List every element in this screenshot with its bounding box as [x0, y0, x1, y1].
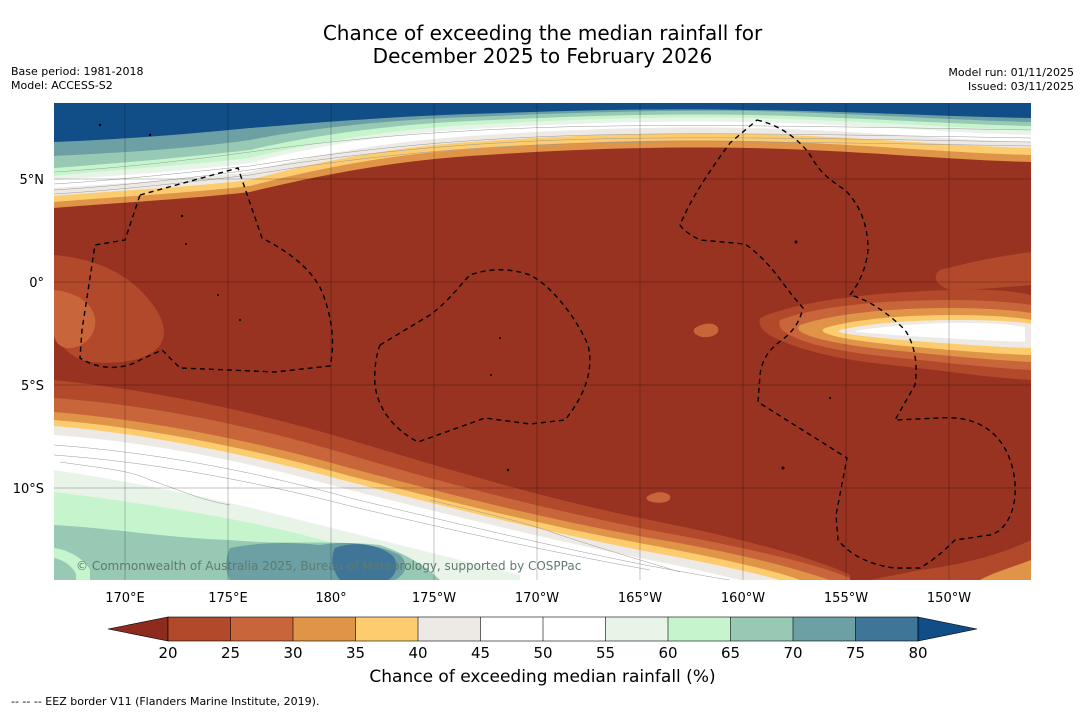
island-dot	[239, 319, 241, 321]
colorbar-tick: 80	[908, 644, 927, 662]
island-dot	[499, 337, 501, 339]
islands	[98, 123, 831, 472]
colorbar-tick: 70	[783, 644, 802, 662]
model-name: Model: ACCESS-S2	[11, 79, 113, 92]
colorbar-bin-70-75	[793, 617, 856, 641]
colorbar-bin-20-25	[168, 617, 231, 641]
colorbar-bin-60-65	[668, 617, 731, 641]
lat-label-0: 0°	[29, 276, 44, 291]
colorbar-bin-30-35	[293, 617, 356, 641]
colorbar-tick: 20	[158, 644, 177, 662]
colorbar-tick: 30	[283, 644, 302, 662]
lon-label-165w: 165°W	[618, 591, 662, 606]
lat-label-5n: 5°N	[20, 173, 45, 188]
colorbar-tick: 60	[658, 644, 677, 662]
lon-label-150w: 150°W	[927, 591, 971, 606]
colorbar-high-arrow	[917, 616, 978, 642]
colorbar-ticks: 20 25 30 35 40 45 50 55 60 65 70 75 80	[158, 644, 927, 662]
colorbar-tick: 35	[346, 644, 365, 662]
island-dot	[180, 214, 184, 218]
colorbar-bin-65-70	[730, 617, 793, 641]
lon-label-175e: 175°E	[208, 591, 248, 606]
lon-label-170e: 170°E	[105, 591, 145, 606]
colorbar-tick: 75	[846, 644, 865, 662]
colorbar-tick: 40	[408, 644, 427, 662]
island-dot	[217, 294, 219, 296]
title-line-1: Chance of exceeding the median rainfall …	[322, 21, 763, 45]
contour-lines-north	[54, 125, 1031, 195]
lon-label-180: 180°	[315, 591, 346, 606]
colorbar-bin-25-30	[230, 617, 293, 641]
meta-left: Base period: 1981-2018 Model: ACCESS-S2	[11, 65, 143, 93]
colorbar-bin-35-40	[355, 617, 418, 641]
island-dot	[148, 133, 152, 137]
island-dot	[829, 397, 831, 399]
colorbar-tick: 65	[721, 644, 740, 662]
island-dot	[781, 466, 785, 470]
island-dot	[506, 468, 510, 472]
colorbar-tick: 25	[221, 644, 240, 662]
lat-label-10s: 10°S	[13, 482, 44, 497]
meta-right: Model run: 01/11/2025 Issued: 03/11/2025	[948, 66, 1074, 94]
lat-label-5s: 5°S	[21, 379, 44, 394]
lon-label-160w: 160°W	[721, 591, 765, 606]
band-west-30	[54, 290, 96, 349]
base-period: Base period: 1981-2018	[11, 65, 144, 78]
island-dot	[185, 243, 187, 245]
longitude-labels: 170°E 175°E 180° 175°W 170°W 165°W 160°W…	[105, 591, 971, 606]
band-south-70-left	[54, 558, 76, 580]
lon-label-175w: 175°W	[412, 591, 456, 606]
colorbar-title: Chance of exceeding median rainfall (%)	[369, 667, 716, 687]
colorbar-bin-75-80	[855, 617, 918, 641]
eez-border-phoenix	[374, 269, 591, 443]
colorbar-outline	[167, 616, 919, 642]
band-north-above-80	[54, 103, 1031, 142]
colorbar-bin-50-55	[543, 617, 606, 641]
island-dot	[490, 374, 492, 376]
eez-border-tuvalu	[79, 167, 334, 373]
title-line-2: December 2025 to February 2026	[372, 44, 713, 68]
band-south-80	[332, 544, 397, 580]
island-dot	[794, 240, 798, 244]
map-title: Chance of exceeding the median rainfall …	[0, 22, 1085, 68]
band-southeast-25	[870, 540, 1031, 580]
colorbar-tick: 50	[533, 644, 552, 662]
eez-borders	[79, 119, 1016, 569]
patch-center-30	[693, 323, 719, 338]
issued-date: Issued: 03/11/2025	[967, 80, 1074, 93]
colorbar-bin-45-50	[480, 617, 543, 641]
copyright-notice: © Commonwealth of Australia 2025, Bureau…	[76, 559, 581, 573]
colorbar-low-arrow	[107, 616, 169, 642]
model-run: Model run: 01/11/2025	[948, 66, 1074, 79]
colorbar-tick: 55	[596, 644, 615, 662]
eez-border-line	[679, 119, 1016, 569]
colorbar-bin-40-45	[418, 617, 481, 641]
band-tongue-50	[855, 323, 1025, 342]
band-northeast-25	[935, 252, 1031, 290]
map-area: © Commonwealth of Australia 2025, Bureau…	[54, 103, 1031, 580]
colorbar: 20 25 30 35 40 45 50 55 60 65 70 75 80	[107, 616, 978, 662]
band-southeast-35	[980, 560, 1031, 580]
latitude-labels: 5°N 0° 5°S 10°S	[13, 173, 44, 497]
lon-label-155w: 155°W	[824, 591, 868, 606]
colorbar-tick: 45	[471, 644, 490, 662]
eez-legend-note: -- -- -- EEZ border V11 (Flanders Marine…	[11, 695, 320, 708]
contour-lines-south	[54, 444, 731, 580]
lon-label-170w: 170°W	[515, 591, 559, 606]
island-dot	[98, 123, 102, 127]
graticule	[54, 103, 1031, 580]
patch-southeast-30	[646, 492, 671, 503]
colorbar-bin-55-60	[605, 617, 668, 641]
